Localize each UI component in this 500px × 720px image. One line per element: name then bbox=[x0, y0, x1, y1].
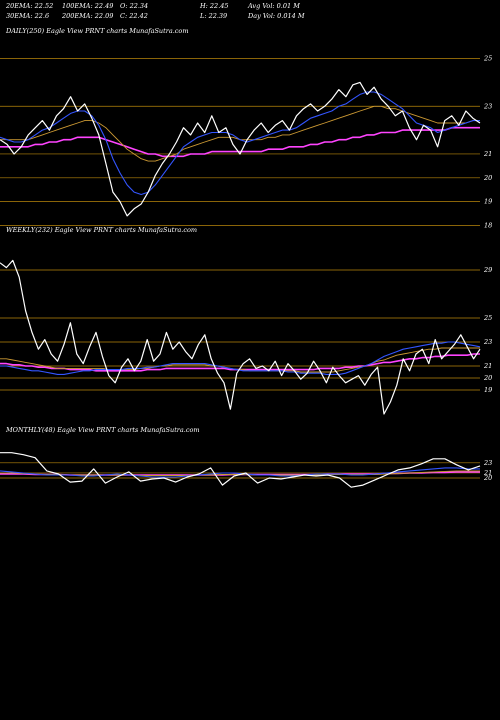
monthly-short-ema-line bbox=[0, 467, 480, 478]
weekly-tick-label-5: 19 bbox=[484, 386, 492, 394]
monthly-panel-label: MONTHLY(48) Eagle View PRNT charts Munaf… bbox=[6, 426, 200, 434]
ema20-readout: 20EMA: 22.52 bbox=[6, 2, 54, 10]
open-readout: O: 22.34 bbox=[120, 2, 149, 10]
low-readout: L: 22.39 bbox=[200, 12, 228, 20]
ohlc-header: 20EMA: 22.52 100EMA: 22.49 O: 22.34 30EM… bbox=[6, 2, 266, 22]
monthly-tick-label-0: 23 bbox=[483, 459, 492, 467]
daily-price-line bbox=[0, 81, 481, 217]
daily-tick-label-1: 23 bbox=[483, 102, 492, 110]
weekly-tick-label-3: 21 bbox=[483, 362, 492, 370]
weekly-mid-ema-line bbox=[0, 347, 480, 373]
avg-vol-readout: Avg Vol: 0.01 M bbox=[248, 2, 300, 10]
close-readout: C: 22.42 bbox=[120, 12, 148, 20]
weekly-tick-label-4: 20 bbox=[483, 374, 492, 382]
daily-tick-label-4: 19 bbox=[484, 198, 492, 206]
weekly-tick-label-0: 29 bbox=[483, 266, 492, 274]
weekly-tick-label-2: 23 bbox=[483, 338, 492, 346]
day-vol-readout: Day Vol: 0.014 M bbox=[248, 12, 305, 20]
daily-short-ema-line bbox=[0, 91, 480, 196]
weekly-panel-label: WEEKLY(232) Eagle View PRNT charts Munaf… bbox=[6, 226, 198, 234]
daily-tick-label-2: 21 bbox=[483, 150, 492, 158]
monthly-price-line bbox=[0, 452, 481, 488]
ema200-readout: 200EMA: 22.09 bbox=[62, 12, 114, 20]
ema100-readout: 100EMA: 22.49 bbox=[62, 2, 114, 10]
daily-tick-label-3: 20 bbox=[483, 174, 492, 182]
monthly-tick-label-1: 21 bbox=[483, 469, 492, 477]
weekly-price-line bbox=[0, 259, 481, 415]
daily-panel-label: DAILY(250) Eagle View PRNT charts Munafa… bbox=[6, 27, 189, 35]
high-readout: H: 22.45 bbox=[200, 2, 229, 10]
weekly-short-ema-line bbox=[0, 341, 481, 375]
daily-tick-label-5: 18 bbox=[484, 221, 492, 229]
daily-long-ema-line bbox=[0, 126, 480, 158]
ema30-readout: 30EMA: 22.6 bbox=[6, 12, 50, 20]
weekly-tick-label-1: 25 bbox=[483, 314, 492, 322]
volume-header: H: 22.45 L: 22.39 Avg Vol: 0.01 M Day Vo… bbox=[200, 2, 320, 22]
daily-tick-label-0: 25 bbox=[483, 55, 492, 63]
monthly-tick-label-2: 20 bbox=[483, 474, 492, 482]
